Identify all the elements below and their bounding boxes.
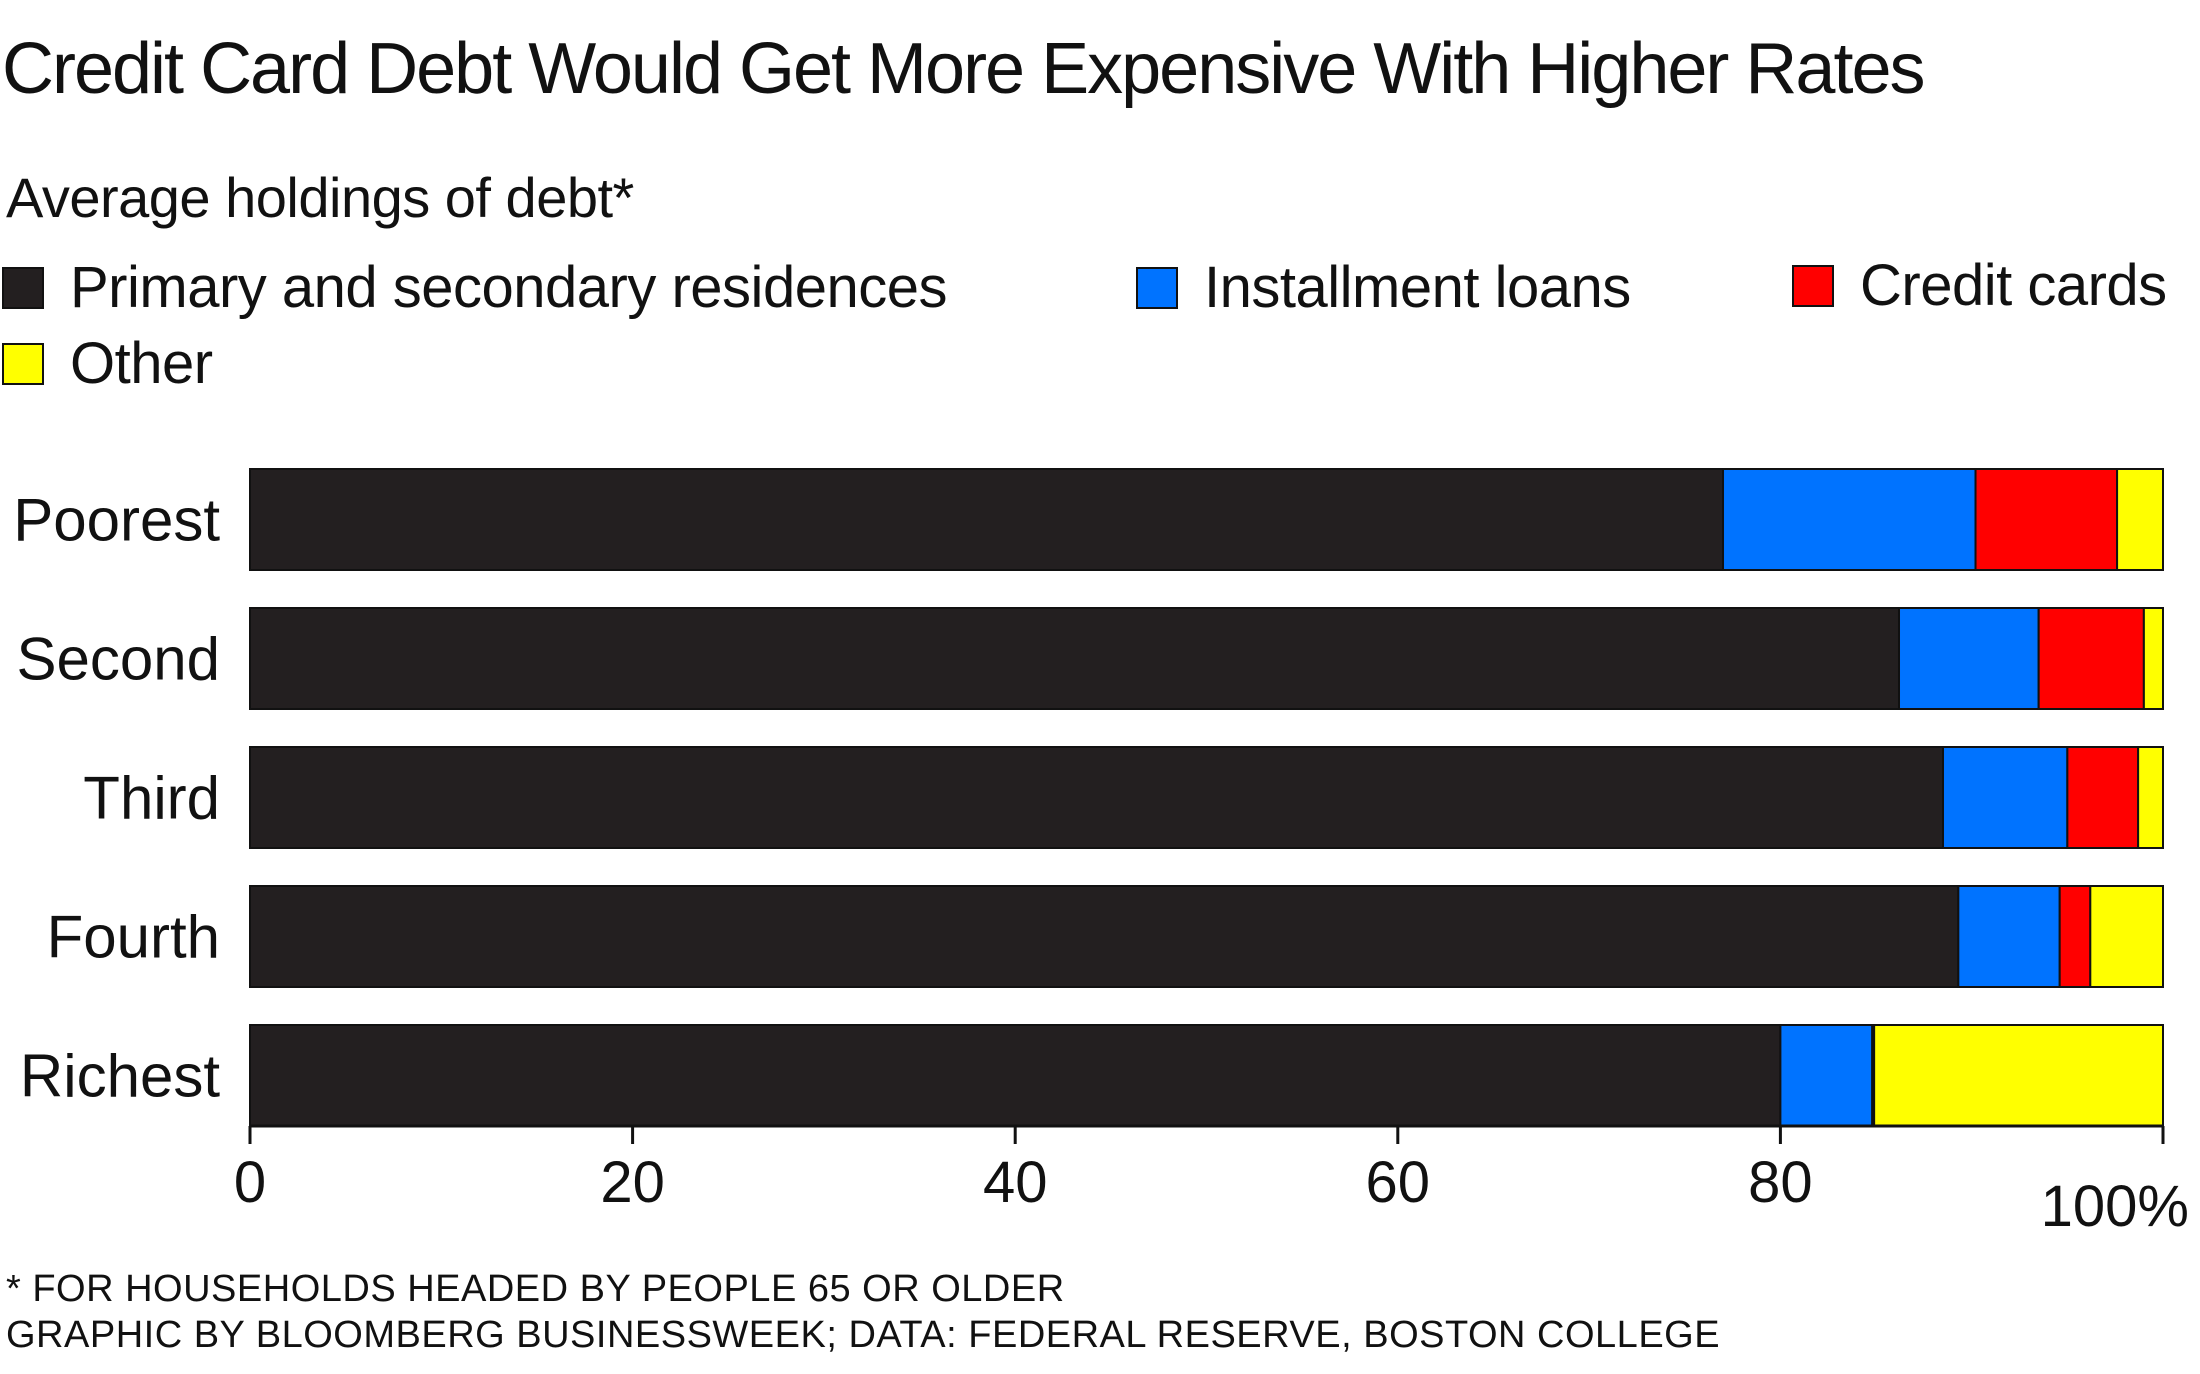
bar-fourth-other (2089, 885, 2164, 988)
legend-item-other: Other (2, 330, 213, 397)
bar-third-installment (1942, 746, 2069, 849)
legend-label-residences: Primary and secondary residences (70, 255, 947, 320)
chart-subtitle: Average holdings of debt* (6, 166, 634, 229)
category-label-fourth: Fourth (47, 904, 220, 971)
legend-label-installment: Installment loans (1204, 255, 1631, 320)
bar-fourth-residences (249, 885, 1960, 988)
bar-richest-other (1873, 1024, 2164, 1127)
x-tick-label-1: 20 (600, 1150, 665, 1215)
legend-item-credit: Credit cards (1792, 252, 2167, 319)
legend-swatch-credit (1792, 264, 1834, 307)
bar-second-credit (2037, 607, 2145, 710)
bar-poorest-credit (1974, 468, 2119, 571)
category-label-third: Third (83, 765, 220, 832)
legend-label-other: Other (70, 331, 213, 396)
bar-poorest-residences (249, 468, 1725, 571)
x-tick-label-0: 0 (234, 1150, 266, 1215)
bar-richest-installment (1779, 1024, 1874, 1127)
bar-poorest-other (2116, 468, 2164, 571)
x-tick-label-5: 100% (2041, 1174, 2189, 1239)
bar-poorest-installment (1722, 468, 1977, 571)
legend-item-installment: Installment loans (1136, 254, 1631, 321)
x-tick-label-3: 60 (1366, 1150, 1431, 1215)
category-label-poorest: Poorest (13, 487, 220, 554)
legend-label-credit: Credit cards (1860, 253, 2167, 318)
bar-second-installment (1898, 607, 2040, 710)
chart-title: Credit Card Debt Would Get More Expensiv… (2, 29, 1925, 109)
bar-third-credit (2066, 746, 2140, 849)
x-tick-label-2: 40 (983, 1150, 1048, 1215)
bar-fourth-installment (1957, 885, 2061, 988)
bar-third-residences (249, 746, 1945, 849)
legend-item-residences: Primary and secondary residences (2, 254, 947, 321)
bar-second-residences (249, 607, 1901, 710)
footnote: * FOR HOUSEHOLDS HEADED BY PEOPLE 65 OR … (6, 1268, 1065, 1310)
bar-third-other (2137, 746, 2165, 849)
legend: Primary and secondary residences Install… (0, 248, 2200, 408)
source-credit: GRAPHIC BY BLOOMBERG BUSINESSWEEK; DATA:… (6, 1314, 1721, 1356)
legend-swatch-residences (2, 266, 44, 309)
bar-fourth-credit (2058, 885, 2092, 988)
bar-richest-residences (249, 1024, 1782, 1127)
legend-swatch-other (2, 342, 44, 385)
category-label-second: Second (17, 626, 221, 693)
legend-swatch-installment (1136, 266, 1178, 309)
bar-second-other (2142, 607, 2165, 710)
category-label-richest: Richest (20, 1043, 220, 1110)
x-tick-label-4: 80 (1748, 1150, 1813, 1215)
